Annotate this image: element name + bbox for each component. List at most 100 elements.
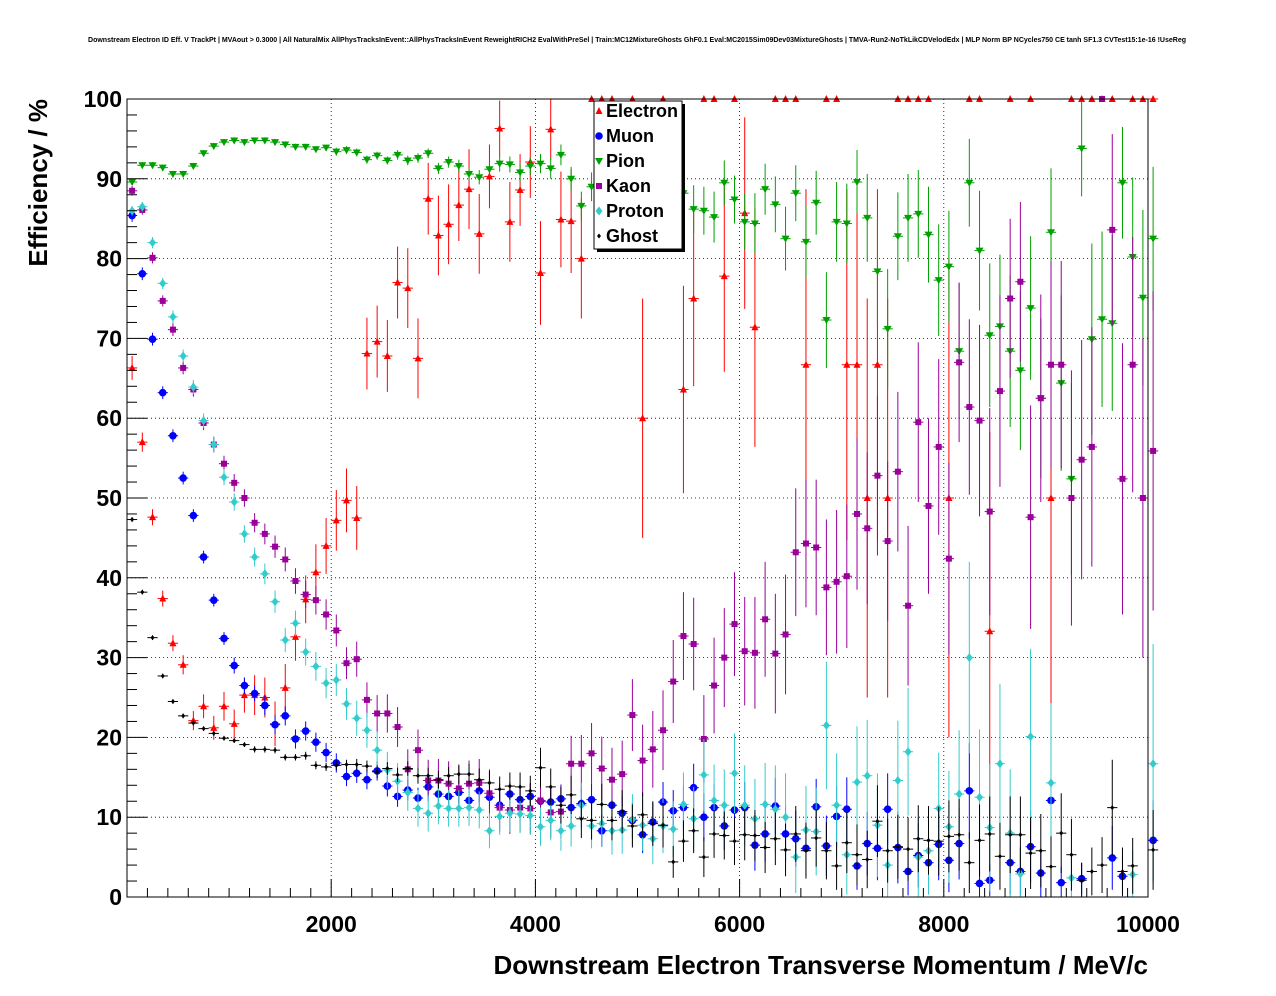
data-point-electron	[332, 516, 340, 524]
data-point-pion	[189, 163, 198, 171]
data-point-kaon	[180, 364, 187, 371]
data-point-muon	[322, 748, 330, 757]
data-point-muon	[975, 879, 984, 888]
data-point-ghost	[436, 777, 441, 783]
data-point-ghost	[1049, 864, 1054, 870]
data-point-pion	[1026, 305, 1035, 313]
data-point-electron	[577, 254, 585, 262]
data-point-ghost	[518, 784, 523, 790]
data-point-proton	[189, 382, 197, 392]
data-point-ghost	[324, 764, 329, 770]
data-point-pion	[271, 139, 280, 147]
data-point-proton	[761, 799, 769, 809]
data-point-ghost	[201, 726, 206, 732]
data-point-proton	[496, 811, 504, 821]
data-point-ghost	[558, 802, 563, 808]
y-tick-label: 40	[96, 565, 122, 591]
data-point-proton	[1149, 759, 1157, 769]
legend-marker-proton	[595, 206, 603, 216]
data-point-muon	[291, 735, 300, 743]
data-point-pion	[322, 144, 331, 152]
data-point-muon	[158, 388, 167, 397]
data-point-kaon	[1139, 495, 1146, 501]
data-point-muon	[261, 701, 269, 710]
data-point-ghost	[283, 754, 288, 760]
data-point-ghost	[262, 746, 267, 752]
data-point-ghost	[446, 773, 451, 779]
data-point-electron	[873, 360, 881, 368]
data-point-pion	[475, 174, 484, 182]
data-point-proton	[557, 826, 565, 836]
data-point-ghost	[803, 848, 808, 854]
data-point-ghost	[946, 833, 951, 839]
data-point-proton	[485, 826, 493, 836]
data-point-ghost	[916, 836, 921, 842]
data-point-proton	[537, 822, 545, 832]
data-point-ghost	[957, 832, 962, 838]
data-point-ghost	[334, 762, 339, 768]
data-point-muon	[271, 720, 279, 729]
data-point-muon	[179, 474, 187, 482]
data-point-proton	[782, 812, 790, 822]
data-point-ghost	[855, 852, 860, 858]
data-point-proton	[343, 699, 351, 709]
data-point-ghost	[579, 816, 584, 822]
data-point-proton	[710, 795, 718, 805]
data-point-pion	[1138, 294, 1147, 302]
data-point-ghost	[252, 746, 257, 752]
legend-label-ghost: Ghost	[606, 226, 658, 246]
data-point-pion	[342, 147, 351, 155]
data-point-electron	[383, 351, 391, 359]
data-point-kaon	[935, 443, 942, 450]
data-point-muon	[250, 689, 259, 698]
data-point-electron	[720, 272, 728, 280]
data-point-electron	[567, 217, 575, 225]
data-point-electron	[516, 185, 524, 193]
data-point-electron	[506, 217, 514, 225]
data-point-proton	[863, 771, 871, 781]
data-point-proton	[547, 815, 555, 825]
data-point-kaon	[292, 577, 299, 584]
data-point-electron	[220, 702, 228, 710]
data-point-electron	[843, 360, 851, 368]
data-point-ghost	[722, 833, 727, 839]
data-point-ghost	[426, 773, 431, 779]
data-point-muon	[209, 596, 218, 604]
data-point-proton	[475, 805, 483, 815]
legend-box	[593, 100, 683, 250]
data-point-kaon	[802, 540, 809, 547]
data-point-pion	[546, 165, 555, 173]
data-point-proton	[149, 238, 157, 248]
data-point-pion	[383, 157, 392, 165]
data-point-pion	[332, 148, 341, 156]
data-point-proton	[363, 725, 371, 735]
data-point-ghost	[834, 863, 839, 869]
data-point-ghost	[814, 835, 819, 841]
data-point-proton	[291, 618, 299, 628]
data-point-muon	[883, 805, 892, 814]
data-point-proton	[445, 803, 453, 813]
data-point-pion	[801, 238, 810, 246]
data-point-kaon	[711, 682, 718, 689]
data-point-pion	[761, 186, 770, 194]
data-point-pion	[465, 171, 474, 179]
data-point-ghost	[181, 713, 186, 719]
data-point-proton	[730, 768, 738, 778]
data-point-ghost	[895, 844, 900, 850]
data-point-ghost	[620, 809, 625, 815]
data-point-electron	[128, 363, 136, 371]
data-point-electron	[690, 294, 698, 302]
data-point-proton	[281, 635, 289, 645]
legend-marker-ghost	[597, 233, 601, 239]
data-point-proton	[904, 747, 912, 757]
data-point-ghost	[763, 845, 768, 851]
data-point-kaon	[1119, 475, 1126, 482]
data-point-electron	[557, 215, 565, 223]
data-point-ghost	[701, 854, 706, 860]
data-point-ghost	[191, 720, 196, 726]
data-point-proton	[312, 661, 320, 671]
data-point-electron	[404, 284, 412, 292]
data-point-muon	[199, 553, 208, 561]
data-point-pion	[148, 162, 157, 170]
data-point-ghost	[303, 753, 308, 759]
